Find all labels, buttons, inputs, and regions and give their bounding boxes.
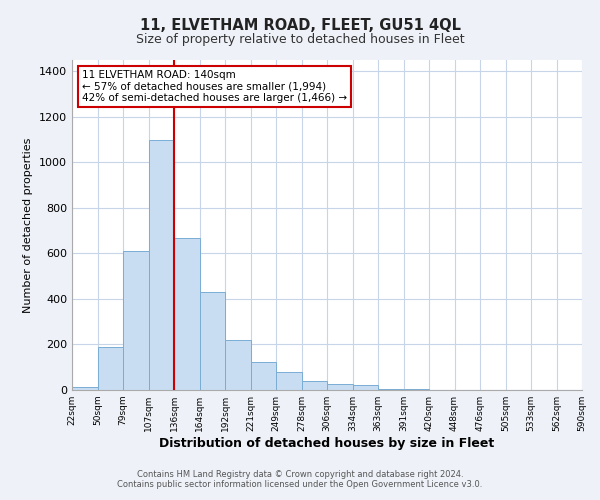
Bar	[378, 389, 404, 390]
Text: 11, ELVETHAM ROAD, FLEET, GU51 4QL: 11, ELVETHAM ROAD, FLEET, GU51 4QL	[139, 18, 461, 32]
Bar	[97, 347, 123, 390]
Bar	[199, 292, 225, 390]
X-axis label: Distribution of detached houses by size in Fleet: Distribution of detached houses by size …	[160, 437, 494, 450]
Bar	[327, 384, 353, 390]
Bar	[225, 340, 251, 390]
Bar	[302, 381, 327, 390]
Bar	[149, 140, 174, 390]
Bar	[251, 362, 276, 390]
Bar	[174, 238, 199, 390]
Bar	[123, 251, 149, 390]
Bar	[276, 372, 302, 390]
Text: Contains HM Land Registry data © Crown copyright and database right 2024.
Contai: Contains HM Land Registry data © Crown c…	[118, 470, 482, 489]
Bar	[353, 386, 378, 390]
Bar	[72, 386, 97, 390]
Y-axis label: Number of detached properties: Number of detached properties	[23, 138, 34, 312]
Text: Size of property relative to detached houses in Fleet: Size of property relative to detached ho…	[136, 32, 464, 46]
Text: 11 ELVETHAM ROAD: 140sqm
← 57% of detached houses are smaller (1,994)
42% of sem: 11 ELVETHAM ROAD: 140sqm ← 57% of detach…	[82, 70, 347, 103]
